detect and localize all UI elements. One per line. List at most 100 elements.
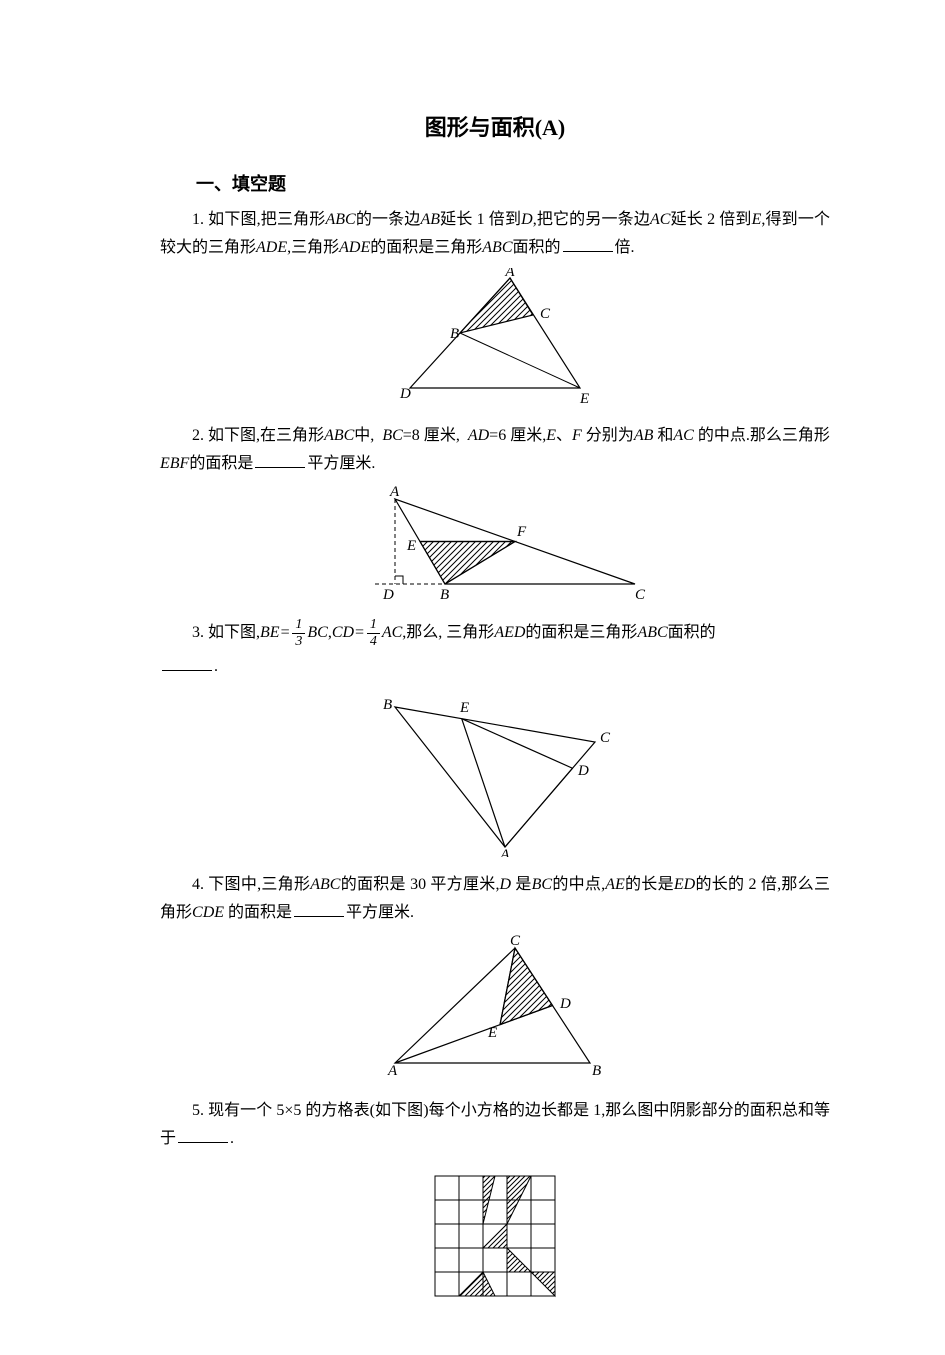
fig1-D: D (399, 386, 411, 402)
p4-bc: BC (532, 876, 552, 893)
p1-td: ,把它的另一条边 (533, 211, 650, 228)
p1-ab: AB (420, 211, 440, 228)
p1-ade1: ADE (256, 239, 287, 256)
p4-th: 平方厘米. (346, 904, 414, 921)
p4-ae: AE (605, 876, 625, 893)
p1-abc1: ABC (325, 211, 355, 228)
p4-tg: 的面积是 (224, 904, 292, 921)
p3-num: 3. (192, 624, 204, 641)
p1-tg: ,三角形 (287, 239, 339, 256)
p2-tb: 中, (354, 427, 374, 444)
page-title: 图形与面积(A) (160, 110, 830, 142)
p1-ade2: ADE (339, 239, 370, 256)
p2-tg: 和 (653, 427, 673, 444)
figure-1: A B C D E (380, 268, 610, 408)
fig1-E: E (579, 391, 589, 407)
problem-2: 2. 如下图,在三角形ABC中, BC=8 厘米, AD=6 厘米,E、F 分别… (160, 422, 830, 478)
p2-blank (255, 451, 305, 468)
p3-eq1: = (280, 624, 291, 641)
p1-abc2: ABC (482, 239, 512, 256)
p4-num: 4. (192, 876, 204, 893)
fig1-C: C (540, 306, 551, 322)
problem-3: 3. 如下图,BE=13BC,CD=14AC,那么, 三角形AED的面积是三角形… (160, 618, 830, 649)
fig2-F: F (516, 524, 527, 540)
fig3-E: E (459, 700, 469, 716)
fig4-C: C (510, 933, 521, 949)
p2-num: 2. (192, 427, 204, 444)
p4-tb: 的面积是 30 平方厘米, (340, 876, 499, 893)
p1-tc: 延长 1 倍到 (440, 211, 521, 228)
p1-tb: 的一条边 (356, 211, 421, 228)
problem-4: 4. 下图中,三角形ABC的面积是 30 平方厘米,D 是BC的中点,AE的长是… (160, 871, 830, 927)
p1-ti: 面积的 (512, 239, 560, 256)
p3-frac1: 13 (292, 618, 305, 649)
p3-tc: 的面积是三角形 (525, 624, 637, 641)
p3-tb: ,那么, 三角形 (402, 624, 494, 641)
p2-ac: AC (673, 427, 693, 444)
p1-d: D (521, 211, 533, 228)
p3-ac: AC (382, 624, 402, 641)
p1-te: 延长 2 倍到 (670, 211, 751, 228)
p4-te: 的长是 (625, 876, 674, 893)
fig3-A: A (499, 847, 510, 857)
p5-ta: 现有一个 5×5 的方格表(如下图)每个小方格的边长都是 1,那么图中阴影部分的… (160, 1102, 830, 1147)
p5-num: 5. (192, 1102, 204, 1119)
p2-e: E (546, 427, 556, 444)
fig4-A: A (387, 1063, 398, 1079)
problem-5: 5. 现有一个 5×5 的方格表(如下图)每个小方格的边长都是 1,那么图中阴影… (160, 1097, 830, 1153)
fig3-D: D (577, 763, 589, 779)
p3-cd: CD (332, 624, 354, 641)
p1-blank (563, 235, 613, 252)
fig1-A: A (504, 268, 515, 280)
p3-aed: AED (494, 624, 525, 641)
fig2-E: E (406, 538, 416, 554)
p3-bc: BC (307, 624, 327, 641)
p4-ed: ED (674, 876, 695, 893)
fig3-C: C (600, 730, 611, 746)
problem-1: 1. 如下图,把三角形ABC的一条边AB延长 1 倍到D,把它的另一条边AC延长… (160, 206, 830, 262)
p3-te: . (214, 658, 218, 675)
p2-ad: AD (468, 427, 489, 444)
p3-be: BE (260, 624, 280, 641)
figure-3: B E C D A (365, 687, 625, 857)
fig4-E: E (487, 1025, 497, 1041)
p2-ti: 的面积是 (189, 455, 253, 472)
p2-ta: 如下图,在三角形 (208, 427, 324, 444)
p2-tj: 平方厘米. (307, 455, 375, 472)
p2-f: F (572, 427, 582, 444)
fig2-A: A (389, 484, 400, 500)
p4-td: 的中点, (552, 876, 605, 893)
p1-ta: 如下图,把三角形 (208, 211, 325, 228)
fig2-D: D (382, 587, 394, 603)
fig3-B: B (383, 697, 392, 713)
p3-abc: ABC (637, 624, 667, 641)
p2-tf: 分别为 (582, 427, 634, 444)
p5-tb: . (230, 1130, 234, 1147)
p2-te: 、 (556, 427, 572, 444)
p2-tc: =8 厘米, (403, 427, 460, 444)
fig2-B: B (440, 587, 449, 603)
p4-blank (294, 900, 344, 917)
p4-d: D (500, 876, 512, 893)
p2-th: 的中点.那么三角形 (694, 427, 830, 444)
p4-tc: 是 (511, 876, 532, 893)
p1-num: 1. (192, 211, 204, 228)
p5-blank (178, 1126, 228, 1143)
p2-bc: BC (382, 427, 402, 444)
p1-e: E (752, 211, 762, 228)
p3-frac2: 14 (367, 618, 380, 649)
p3-blank (162, 654, 212, 671)
p3-ta: 如下图, (208, 624, 260, 641)
p2-td: =6 厘米, (489, 427, 546, 444)
p3-eq2: = (354, 624, 365, 641)
section-heading: 一、填空题 (160, 170, 830, 196)
fig2-C: C (635, 587, 646, 603)
figure-5 (430, 1171, 560, 1301)
fig4-B: B (592, 1063, 601, 1079)
p1-th: 的面积是三角形 (370, 239, 482, 256)
p2-ebf: EBF (160, 455, 189, 472)
page: 图形与面积(A) 一、填空题 1. 如下图,把三角形ABC的一条边AB延长 1 … (0, 0, 945, 1355)
fig4-D: D (559, 996, 571, 1012)
p1-tj: 倍. (615, 239, 635, 256)
p4-abc: ABC (310, 876, 340, 893)
